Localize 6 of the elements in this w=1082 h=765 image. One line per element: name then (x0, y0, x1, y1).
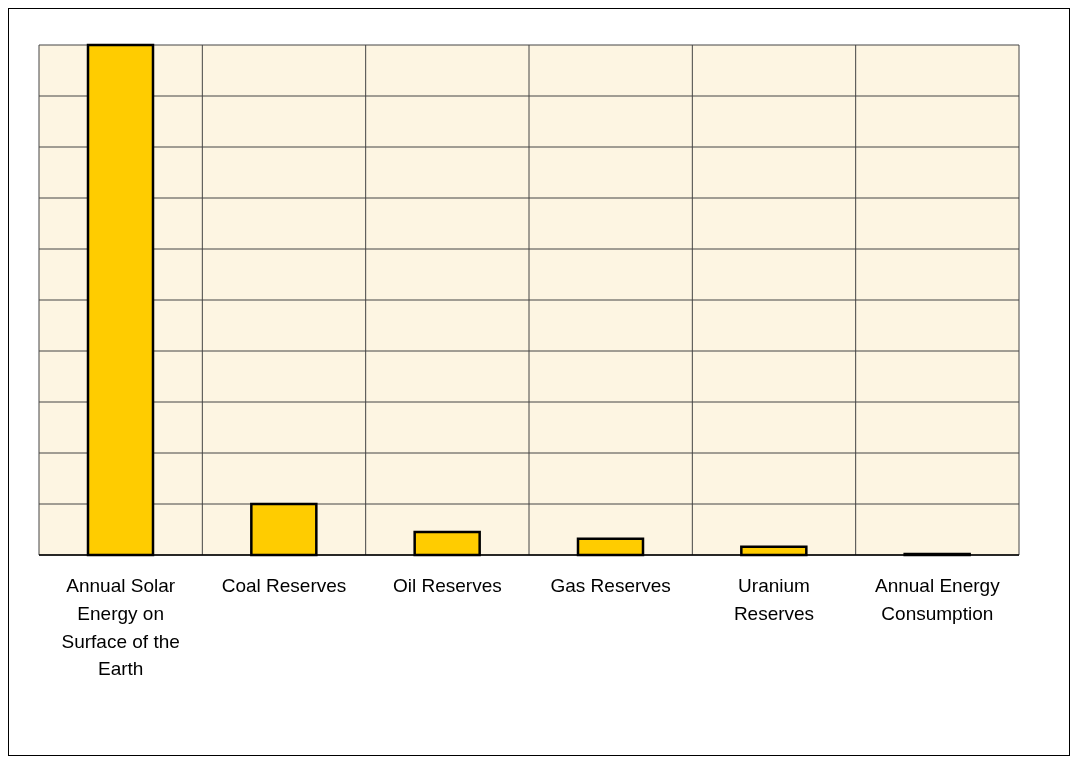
x-tick-label: Uranium Reserves (733, 575, 815, 625)
x-tick-label: Gas Reserves (550, 575, 671, 597)
x-tick-label: Coal Reserves (221, 575, 347, 597)
x-tick-label: Annual Energy Consumption (875, 575, 1001, 625)
x-tick-label: Annual Solar Energy on Surface of the Earth (61, 575, 180, 680)
x-tick-label: Oil Reserves (392, 575, 502, 597)
